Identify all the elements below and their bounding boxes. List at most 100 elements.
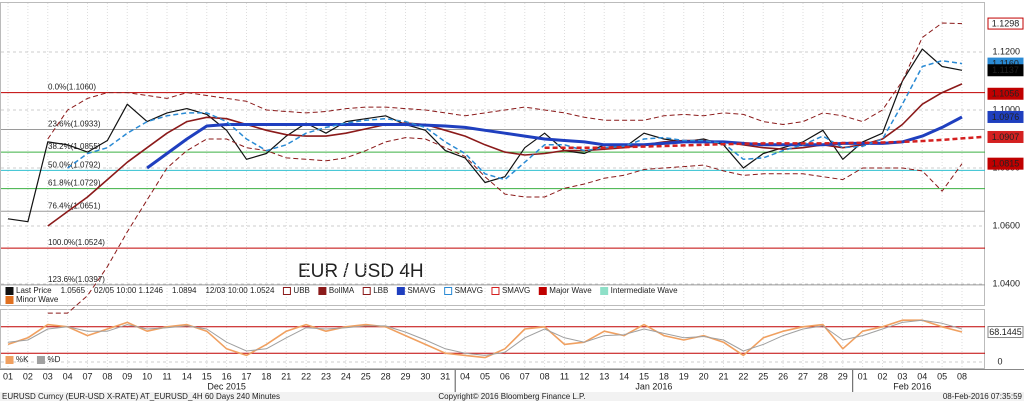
legend-swatch xyxy=(36,356,45,364)
x-tick-label: 21 xyxy=(281,371,291,381)
x-tick-label: 13 xyxy=(599,371,609,381)
price-tag-label: 1.1056 xyxy=(992,89,1020,99)
y-tick-label: 0 xyxy=(997,356,1002,366)
price-tag xyxy=(987,17,1024,30)
legend-label: SMAVG xyxy=(455,286,483,295)
x-tick-label: 11 xyxy=(560,371,569,381)
x-tick-label: 23 xyxy=(321,371,331,381)
series-line xyxy=(47,137,963,314)
y-tick-label: 1.1000 xyxy=(992,104,1020,114)
legend-label: %D xyxy=(47,355,60,364)
x-tick-label: 22 xyxy=(301,371,311,381)
x-tick-label: 07 xyxy=(82,371,92,381)
x-tick-label: 18 xyxy=(261,371,271,381)
legend-label: SMAVG xyxy=(502,286,530,295)
x-tick-label: 22 xyxy=(738,371,748,381)
value-tag-label: 68.1445 xyxy=(989,327,1022,337)
x-tick-label: 28 xyxy=(818,371,828,381)
x-tick-label: 08 xyxy=(102,371,112,381)
x-tick-label: 17 xyxy=(241,371,251,381)
x-tick-label: 20 xyxy=(699,371,709,381)
x-tick-label: 04 xyxy=(460,371,470,381)
footer-center: Copyright© 2016 Bloomberg Finance L.P. xyxy=(438,392,585,401)
x-tick-label: 19 xyxy=(679,371,689,381)
legend-label: Minor Wave xyxy=(16,295,59,304)
price-panel xyxy=(0,2,985,306)
x-tick-label: 27 xyxy=(798,371,808,381)
x-tick-label: 02 xyxy=(23,371,33,381)
footer-bar xyxy=(0,392,1024,401)
x-tick-label: 29 xyxy=(838,371,848,381)
x-tick-label: 29 xyxy=(400,371,410,381)
series-line xyxy=(7,319,963,359)
month-label: Dec 2015 xyxy=(207,381,246,391)
x-tick-label: 09 xyxy=(122,371,132,381)
series-line xyxy=(7,48,963,223)
fib-label: 123.6%(1.0397) xyxy=(48,275,105,284)
x-tick-label: 25 xyxy=(758,371,768,381)
legend-label: %K xyxy=(16,355,29,364)
x-tick-label: 14 xyxy=(182,371,192,381)
x-tick-label: 04 xyxy=(917,371,927,381)
series-line xyxy=(47,83,963,227)
legend-label: Intermediate Wave xyxy=(611,286,678,295)
x-tick-label: 07 xyxy=(520,371,530,381)
x-tick-label: 05 xyxy=(937,371,947,381)
price-tag xyxy=(987,64,1024,77)
legend-label: SMAVG xyxy=(407,286,435,295)
x-tick-label: 15 xyxy=(639,371,649,381)
legend-swatch xyxy=(444,287,453,295)
series-line xyxy=(67,59,963,181)
y-tick-label: 1.0600 xyxy=(992,220,1020,230)
x-tick-label: 01 xyxy=(3,371,13,381)
legend-stat: 1.0894 xyxy=(172,286,197,295)
series-line xyxy=(544,135,982,149)
price-tag-label: 1.0815 xyxy=(992,159,1020,169)
price-tag-label: 1.1298 xyxy=(992,18,1020,28)
y-tick-label: 1.0400 xyxy=(992,278,1020,288)
legend-swatch xyxy=(538,287,547,295)
x-tick-label: 12 xyxy=(579,371,589,381)
legend-label: UBB xyxy=(293,286,309,295)
footer-left: EURUSD Curncy (EUR-USD X-RATE) AT_EURUSD… xyxy=(2,392,280,401)
x-tick-label: 02 xyxy=(877,371,887,381)
x-tick-label: 16 xyxy=(222,371,232,381)
x-tick-label: 11 xyxy=(162,371,171,381)
price-tag-label: 1.0976 xyxy=(992,112,1020,122)
fib-label: 50.0%(1.0792) xyxy=(48,160,101,169)
legend-label: Major Wave xyxy=(549,286,592,295)
legend-swatch xyxy=(600,287,609,295)
price-tag xyxy=(987,157,1024,170)
x-tick-label: 08 xyxy=(540,371,550,381)
x-tick-label: 15 xyxy=(202,371,212,381)
legend-swatch xyxy=(396,287,405,295)
x-tick-label: 18 xyxy=(659,371,669,381)
x-tick-label: 30 xyxy=(420,371,430,381)
fib-label: 100.0%(1.0524) xyxy=(48,238,105,247)
price-tag-label: 1.1160 xyxy=(992,58,1019,68)
x-tick-label: 28 xyxy=(381,371,391,381)
x-tick-label: 05 xyxy=(480,371,490,381)
x-tick-label: 21 xyxy=(718,371,728,381)
series-line xyxy=(47,22,963,140)
month-label: Feb 2016 xyxy=(893,381,931,391)
legend-swatch xyxy=(318,287,327,295)
x-tick-label: 31 xyxy=(440,371,450,381)
legend-swatch xyxy=(5,296,14,304)
y-tick-label: 1.1200 xyxy=(992,46,1020,56)
legend-swatch xyxy=(491,287,500,295)
legend-stat: 1.0565 xyxy=(61,286,86,295)
month-label: Jan 2016 xyxy=(635,381,672,391)
series-line xyxy=(7,319,963,356)
price-tag-label: 1.0907 xyxy=(992,132,1020,142)
chart-title: EUR / USD 4H xyxy=(298,261,424,282)
legend-stat: 02/05 10:00 1.1246 xyxy=(94,286,164,295)
x-tick-label: 10 xyxy=(142,371,152,381)
fib-label: 0.0%(1.1060) xyxy=(48,83,96,92)
legend-label: Last Price xyxy=(16,286,52,295)
x-tick-label: 14 xyxy=(619,371,629,381)
x-tick-label: 24 xyxy=(341,371,351,381)
legend-swatch xyxy=(5,287,14,295)
